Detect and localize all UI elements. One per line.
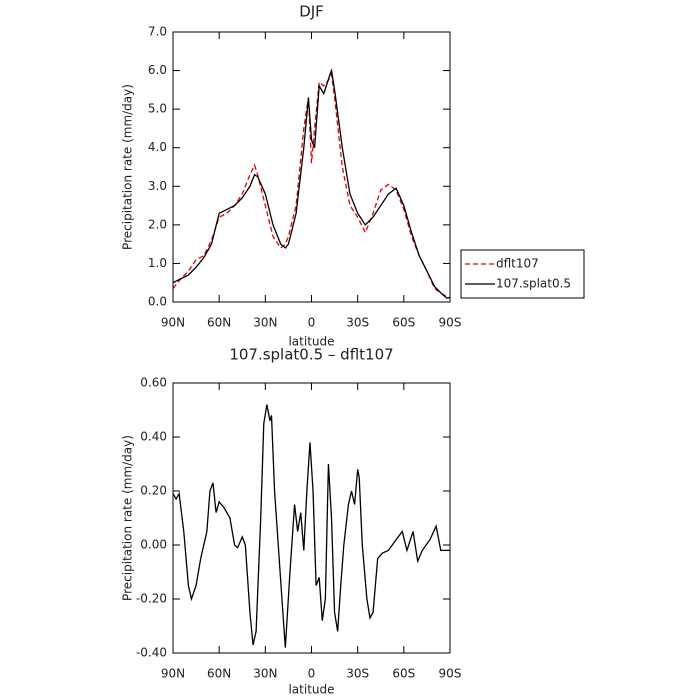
- y-tick-label: 1.0: [148, 256, 167, 270]
- data-line: [172, 71, 451, 299]
- y-tick-label: 0.20: [140, 484, 167, 498]
- x-tick-label: 30N: [253, 667, 277, 681]
- x-axis-label: latitude: [288, 683, 334, 697]
- legend-label: dflt107: [496, 257, 539, 271]
- y-axis-label: Precipitation rate (mm/day): [121, 435, 135, 601]
- data-line: [172, 68, 451, 299]
- y-tick-label: 4.0: [148, 140, 167, 154]
- y-tick-label: 0.40: [140, 430, 167, 444]
- y-tick-label: 0.00: [140, 538, 167, 552]
- x-tick-label: 60N: [207, 316, 231, 330]
- x-tick-label: 90N: [161, 316, 185, 330]
- y-tick-label: 0.60: [140, 376, 167, 390]
- y-tick-label: 6.0: [148, 63, 167, 77]
- x-axis-label: latitude: [288, 335, 334, 349]
- y-tick-label: 3.0: [148, 179, 167, 193]
- x-tick-label: 60S: [392, 316, 415, 330]
- y-tick-label: 2.0: [148, 217, 167, 231]
- legend-label: 107.splat0.5: [496, 277, 571, 291]
- chart-title: DJF: [299, 3, 324, 21]
- x-tick-label: 60N: [207, 667, 231, 681]
- data-line: [172, 404, 450, 648]
- y-axis-label: Precipitation rate (mm/day): [121, 84, 135, 250]
- x-tick-label: 0: [308, 667, 316, 681]
- plot-frame: [172, 382, 451, 654]
- y-tick-label: -0.20: [136, 592, 167, 606]
- x-tick-label: 0: [308, 316, 316, 330]
- y-tick-label: 5.0: [148, 102, 167, 116]
- x-tick-label: 30S: [346, 667, 369, 681]
- chart-title: 107.splat0.5 – dflt107: [229, 346, 393, 364]
- x-tick-label: 90S: [439, 316, 462, 330]
- legend-box: [460, 249, 585, 299]
- plot-frame: [172, 31, 451, 303]
- x-tick-label: 30N: [253, 316, 277, 330]
- x-tick-label: 30S: [346, 316, 369, 330]
- x-tick-label: 90N: [161, 667, 185, 681]
- y-tick-label: 7.0: [148, 25, 167, 39]
- y-tick-label: 0.0: [148, 295, 167, 309]
- x-tick-label: 60S: [392, 667, 415, 681]
- x-tick-label: 90S: [439, 667, 462, 681]
- y-tick-label: -0.40: [136, 646, 167, 660]
